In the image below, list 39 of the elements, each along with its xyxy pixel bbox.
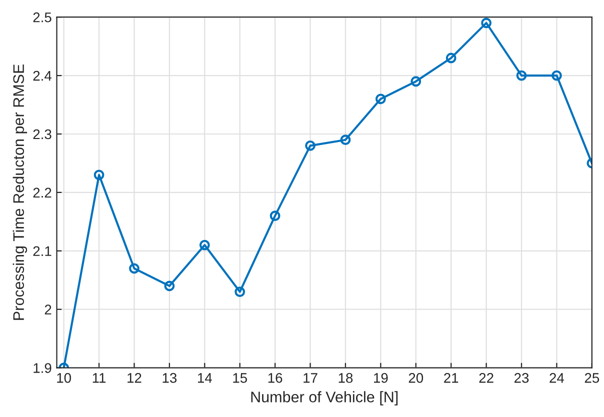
y-tick-label: 2.1 <box>33 246 52 256</box>
x-tick-label: 17 <box>304 373 318 383</box>
point <box>552 70 562 81</box>
point <box>481 18 492 28</box>
x-tick-label: 19 <box>374 373 388 383</box>
x-tick-label: 22 <box>479 373 494 383</box>
point <box>516 70 527 81</box>
y-tick-label: 2 <box>44 304 52 314</box>
point <box>305 140 316 151</box>
x-tick-label: 12 <box>128 373 142 383</box>
y-tick-label: 2.4 <box>33 70 52 81</box>
x-tick-label: 10 <box>57 373 71 383</box>
point <box>340 134 351 146</box>
x-axis-title: Number of Vehicle [N] <box>251 391 398 406</box>
x-tick-label: 13 <box>162 373 177 383</box>
x-tick-label: 21 <box>444 373 458 383</box>
y-axis-title: Processing Time Reducton per RMSE <box>12 64 28 320</box>
x-tick-label: 23 <box>514 373 529 383</box>
point <box>270 210 280 222</box>
y-tick-label: 2.3 <box>33 129 52 140</box>
point <box>164 280 175 292</box>
point <box>446 52 456 64</box>
point <box>234 286 246 298</box>
x-tick-label: 24 <box>550 373 564 383</box>
point <box>375 94 386 104</box>
x-tick-label: 15 <box>233 373 247 383</box>
y-tick-label: 2.2 <box>33 188 52 198</box>
point <box>129 263 140 274</box>
y-tick-label: 2.5 <box>33 12 52 22</box>
y-tick-label: 1.9 <box>34 363 52 373</box>
point <box>410 76 422 87</box>
x-tick-label: 20 <box>408 373 424 383</box>
x-tick-label: 11 <box>92 373 106 383</box>
x-tick-label: 18 <box>338 373 353 383</box>
x-tick-label: 16 <box>268 373 282 383</box>
point <box>94 170 104 180</box>
x-tick-label: 14 <box>198 373 212 383</box>
x-tick-label: 25 <box>584 373 600 383</box>
point <box>199 240 210 250</box>
